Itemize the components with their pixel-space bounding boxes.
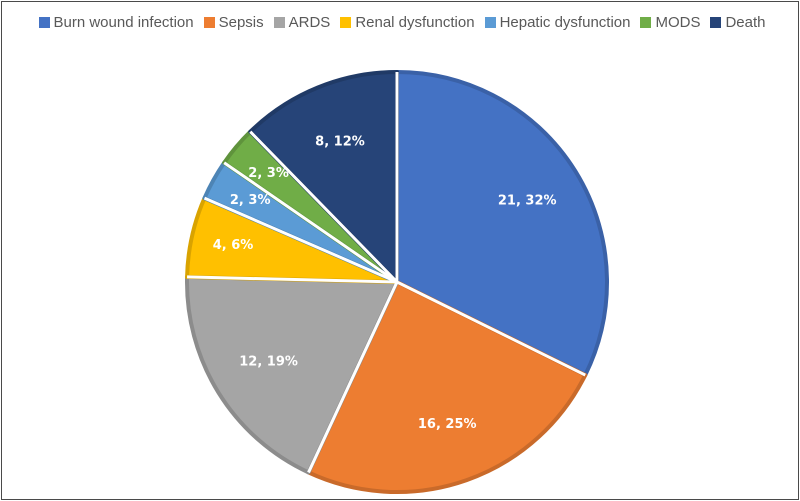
slice-separator: [396, 280, 586, 377]
legend-swatch-renal-dysfunction: [340, 17, 352, 28]
legend-label-sepsis: Sepsis: [218, 14, 264, 31]
legend-label-mods: MODS: [655, 14, 701, 31]
legend-swatch-sepsis: [203, 17, 215, 28]
legend-label-renal-dysfunction: Renal dysfunction: [355, 14, 475, 31]
legend-label-ards: ARDS: [288, 14, 331, 31]
legend-item-burn-wound-infection: Burn wound infection: [38, 14, 194, 31]
slice-separator: [187, 275, 398, 284]
legend-item-death: Death: [710, 14, 766, 31]
slice-separator: [223, 161, 398, 284]
data-label-renal-dysfunction: 4, 6%: [213, 238, 254, 253]
slice-separator: [203, 196, 398, 284]
data-label-hepatic-dysfunction: 2, 3%: [230, 193, 271, 208]
legend-swatch-mods: [640, 17, 652, 28]
legend-swatch-ards: [273, 17, 285, 28]
legend-swatch-death: [710, 17, 722, 28]
pie-slice-burn-wound-infection: [395, 70, 609, 378]
pie-slice-sepsis: [306, 280, 588, 494]
legend-swatch-burn-wound-infection: [38, 17, 50, 28]
slice-separator: [249, 130, 399, 284]
pie-slice-ards: [185, 274, 399, 475]
legend-label-burn-wound-infection: Burn wound infection: [53, 14, 194, 31]
pie-slice-death: [248, 70, 399, 284]
legend-item-ards: ARDS: [273, 14, 331, 31]
data-label-ards: 12, 19%: [239, 354, 298, 369]
legend-item-renal-dysfunction: Renal dysfunction: [340, 14, 475, 31]
data-label-death: 8, 12%: [315, 135, 365, 150]
data-label-sepsis: 16, 25%: [418, 417, 477, 432]
legend: Burn wound infection Sepsis ARDS Renal d…: [12, 14, 792, 31]
legend-item-hepatic-dysfunction: Hepatic dysfunction: [484, 14, 631, 31]
legend-item-mods: MODS: [640, 14, 700, 31]
data-label-mods: 2, 3%: [248, 166, 289, 181]
legend-label-death: Death: [725, 14, 766, 31]
data-label-burn-wound-infection: 21, 32%: [498, 194, 557, 209]
legend-item-sepsis: Sepsis: [203, 14, 264, 31]
legend-label-hepatic-dysfunction: Hepatic dysfunction: [499, 14, 631, 31]
legend-swatch-hepatic-dysfunction: [484, 17, 496, 28]
slice-separator: [307, 281, 399, 474]
